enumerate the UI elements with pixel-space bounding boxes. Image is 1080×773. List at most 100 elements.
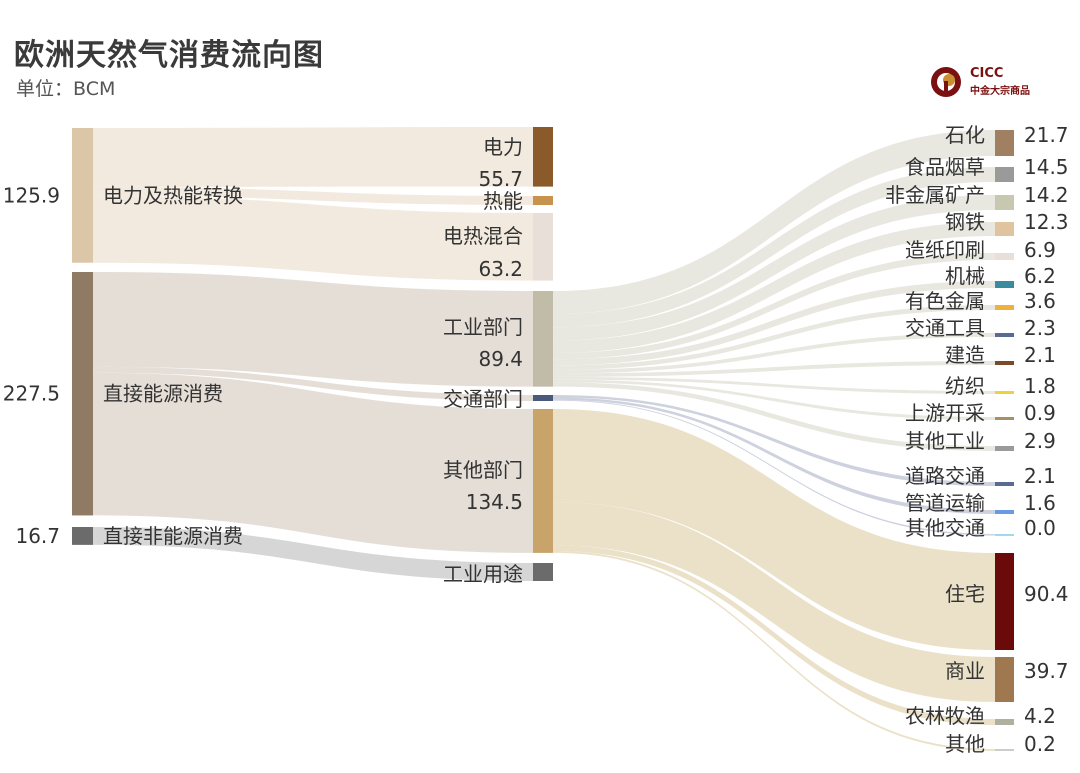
node-t13 xyxy=(995,482,1014,486)
logo-subtitle: 中金大宗商品 xyxy=(970,86,1030,97)
target-value-t11: 0.9 xyxy=(1024,401,1056,425)
middle-label-m_chp: 电热混合 xyxy=(443,224,523,248)
link-s_direct-m_other xyxy=(93,372,533,553)
link-s_direct-m_trans xyxy=(93,366,533,401)
link-s_direct-m_ind xyxy=(93,272,533,387)
node-t17 xyxy=(995,657,1014,702)
sankey-links xyxy=(93,127,995,751)
target-value-t16: 90.4 xyxy=(1024,582,1069,606)
link-m_ind-t4 xyxy=(553,222,995,354)
target-value-t4: 12.3 xyxy=(1024,210,1069,234)
node-t3 xyxy=(995,195,1014,210)
middle-value-m_ind: 89.4 xyxy=(478,347,523,371)
link-m_other-t17 xyxy=(553,502,995,702)
node-m_other xyxy=(533,409,553,553)
node-m_heat xyxy=(533,196,553,205)
link-s_power-m_heat xyxy=(93,186,533,205)
target-label-t7: 有色金属 xyxy=(905,289,985,313)
middle-label-m_elec: 电力 xyxy=(483,135,523,159)
link-s_nonenergy-m_induse xyxy=(93,527,533,581)
source-label-s_direct: 直接能源消费 xyxy=(103,382,223,406)
target-value-t1: 21.7 xyxy=(1024,123,1069,147)
target-value-t2: 14.5 xyxy=(1024,155,1069,179)
node-s_power xyxy=(72,128,93,263)
target-label-t13: 道路交通 xyxy=(905,464,985,488)
target-label-t15: 其他交通 xyxy=(905,516,985,540)
node-t2 xyxy=(995,167,1014,182)
target-value-t17: 39.7 xyxy=(1024,659,1069,683)
target-label-t19: 其他 xyxy=(945,732,985,756)
link-m_trans-t14 xyxy=(553,397,995,514)
node-s_nonenergy xyxy=(72,527,93,545)
target-label-t18: 农林牧渔 xyxy=(905,704,985,728)
target-value-t7: 3.6 xyxy=(1024,289,1056,313)
link-s_power-m_chp xyxy=(93,195,533,281)
node-t4 xyxy=(995,222,1014,236)
link-m_ind-t7 xyxy=(553,305,995,370)
target-value-t9: 2.1 xyxy=(1024,343,1056,367)
node-t16 xyxy=(995,553,1014,650)
node-t12 xyxy=(995,446,1014,451)
node-t15 xyxy=(995,534,1014,536)
target-value-t10: 1.8 xyxy=(1024,374,1056,398)
target-value-t18: 4.2 xyxy=(1024,704,1056,728)
node-m_chp xyxy=(533,213,553,281)
logo: CICC 中金大宗商品 xyxy=(930,64,1050,104)
middle-value-m_other: 134.5 xyxy=(466,490,523,514)
target-label-t4: 钢铁 xyxy=(945,210,985,234)
target-label-t12: 其他工业 xyxy=(905,429,985,453)
target-label-t11: 上游开采 xyxy=(905,401,985,425)
node-m_trans xyxy=(533,395,553,401)
sankey-nodes xyxy=(72,127,1014,751)
link-m_trans-t15 xyxy=(553,399,995,536)
target-label-t3: 非金属矿产 xyxy=(885,183,985,207)
target-label-t16: 住宅 xyxy=(945,582,985,606)
node-t1 xyxy=(995,130,1014,156)
link-m_ind-t3 xyxy=(553,195,995,341)
logo-name: CICC xyxy=(970,66,1004,81)
target-label-t5: 造纸印刷 xyxy=(905,238,985,262)
link-m_trans-t13 xyxy=(553,395,995,486)
link-m_ind-t5 xyxy=(553,253,995,360)
source-value-s_nonenergy: 16.7 xyxy=(15,524,60,548)
cicc-logo-icon xyxy=(931,67,961,97)
node-t6 xyxy=(995,281,1014,288)
link-m_ind-t8 xyxy=(553,333,995,374)
node-m_elec xyxy=(533,127,553,187)
link-m_ind-t2 xyxy=(553,167,995,328)
middle-label-m_other: 其他部门 xyxy=(443,458,523,482)
target-value-t12: 2.9 xyxy=(1024,429,1056,453)
target-label-t8: 交通工具 xyxy=(905,316,985,340)
source-label-s_power: 电力及热能转换 xyxy=(103,183,243,207)
target-value-t19: 0.2 xyxy=(1024,732,1056,756)
link-m_ind-t11 xyxy=(553,379,995,420)
target-label-t17: 商业 xyxy=(945,659,985,683)
link-m_ind-t9 xyxy=(553,361,995,377)
node-t5 xyxy=(995,253,1014,260)
node-m_ind xyxy=(533,291,553,387)
node-m_induse xyxy=(533,563,553,581)
target-label-t2: 食品烟草 xyxy=(905,155,985,179)
middle-label-m_trans: 交通部门 xyxy=(443,387,523,411)
node-t14 xyxy=(995,510,1014,514)
target-label-t10: 纺织 xyxy=(945,374,985,398)
target-value-t5: 6.9 xyxy=(1024,238,1056,262)
target-label-t6: 机械 xyxy=(945,264,985,288)
middle-value-m_elec: 55.7 xyxy=(478,167,523,191)
source-value-s_direct: 227.5 xyxy=(3,382,60,406)
node-t10 xyxy=(995,391,1014,394)
node-t7 xyxy=(995,305,1014,310)
chart-title: 欧洲天然气消费流向图 xyxy=(14,38,324,73)
node-s_direct xyxy=(72,272,93,516)
middle-value-m_chp: 63.2 xyxy=(478,257,523,281)
middle-label-m_ind: 工业部门 xyxy=(443,315,523,339)
target-label-t1: 石化 xyxy=(945,123,985,147)
link-m_ind-t10 xyxy=(553,376,995,394)
node-t19 xyxy=(995,749,1014,751)
link-s_power-m_elec xyxy=(93,127,533,187)
target-value-t14: 1.6 xyxy=(1024,491,1056,515)
chart-unit: 单位：BCM xyxy=(16,78,116,100)
source-label-s_nonenergy: 直接非能源消费 xyxy=(103,524,243,548)
target-value-t13: 2.1 xyxy=(1024,464,1056,488)
